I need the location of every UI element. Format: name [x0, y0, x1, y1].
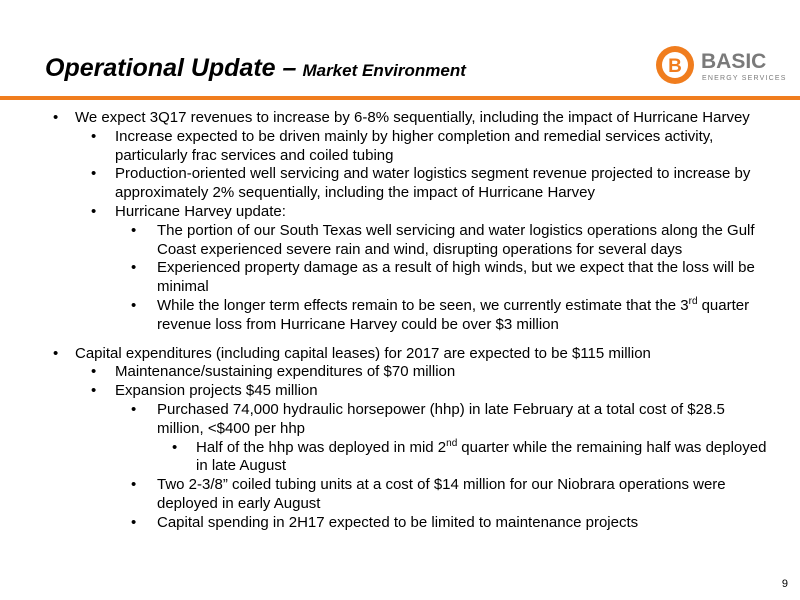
bullet-item: Half of the hhp was deployed in mid 2ndq… — [0, 437, 775, 477]
logo-inner — [662, 52, 688, 78]
bullet-text: Production-oriented well servicing and w… — [115, 165, 751, 202]
superscript: nd — [446, 437, 458, 449]
page-number: 9 — [781, 578, 788, 590]
bullet-item: Purchased 74,000 hydraulic horsepower (h… — [0, 401, 775, 439]
bullet-item: Capital expenditures (including capital … — [0, 345, 775, 364]
header-rule — [0, 96, 800, 100]
bullet-text: While the longer term effects remain to … — [157, 296, 689, 314]
bullet-text: Half of the hhp was deployed in mid 2 — [196, 438, 447, 456]
bullet-section: Capital expenditures (including capital … — [0, 345, 775, 533]
bullet-item: Production-oriented well servicing and w… — [0, 165, 775, 203]
bullet-text: Purchased 74,000 hydraulic horsepower (h… — [157, 400, 725, 437]
bullet-text: Two 2-3/8” coiled tubing units at a cost… — [157, 476, 726, 512]
bullet-item: Increase expected to be driven mainly by… — [0, 128, 775, 166]
bullet-item: We expect 3Q17 revenues to increase by 6… — [0, 109, 775, 128]
bullet-text: Capital expenditures (including capital … — [75, 344, 651, 362]
bullet-item: While the longer term effects remain to … — [0, 295, 775, 335]
bullet-text: Expansion projects $45 million — [115, 382, 318, 400]
bullet-item: Two 2-3/8” coiled tubing units at a cost… — [0, 476, 775, 514]
subtitle: Market Environment — [302, 61, 466, 80]
bullet-text: Capital spending in 2H17 expected to be … — [157, 513, 639, 531]
bullet-text: quarter revenue loss from Hurricane Harv… — [157, 296, 750, 333]
bullet-section: We expect 3Q17 revenues to increase by 6… — [0, 109, 775, 335]
title: Operational Update – — [45, 54, 297, 82]
logo-tagline: ENERGY SERVICES — [702, 75, 787, 82]
bullet-text: Hurricane Harvey update: — [115, 202, 286, 220]
bullet-text: The portion of our South Texas well serv… — [157, 221, 755, 258]
bullet-text: We expect 3Q17 revenues to increase by 6… — [75, 109, 750, 126]
bullet-text: Experienced property damage as a result … — [157, 259, 755, 296]
bullet-item: Maintenance/sustaining expenditures of $… — [0, 363, 775, 382]
bullet-item: The portion of our South Texas well serv… — [0, 222, 775, 260]
bullet-text: Maintenance/sustaining expenditures of $… — [115, 363, 456, 381]
bullet-item: Hurricane Harvey update: — [0, 203, 775, 222]
bullet-list: We expect 3Q17 revenues to increase by 6… — [0, 109, 775, 533]
logo: B BASIC ENERGY SERVICES — [656, 46, 787, 84]
bullet-item: Capital spending in 2H17 expected to be … — [0, 514, 775, 533]
logo-letter: B — [668, 56, 682, 77]
bullet-item: Expansion projects $45 million — [0, 382, 775, 401]
superscript: rd — [688, 295, 698, 307]
bullet-text: quarter while the remaining half was dep… — [196, 438, 767, 475]
title-block: Operational Update – Market Environment — [45, 54, 466, 83]
bullet-item: Experienced property damage as a result … — [0, 259, 775, 297]
bullet-text: Increase expected to be driven mainly by… — [115, 127, 714, 164]
logo-name: BASIC — [701, 50, 766, 73]
